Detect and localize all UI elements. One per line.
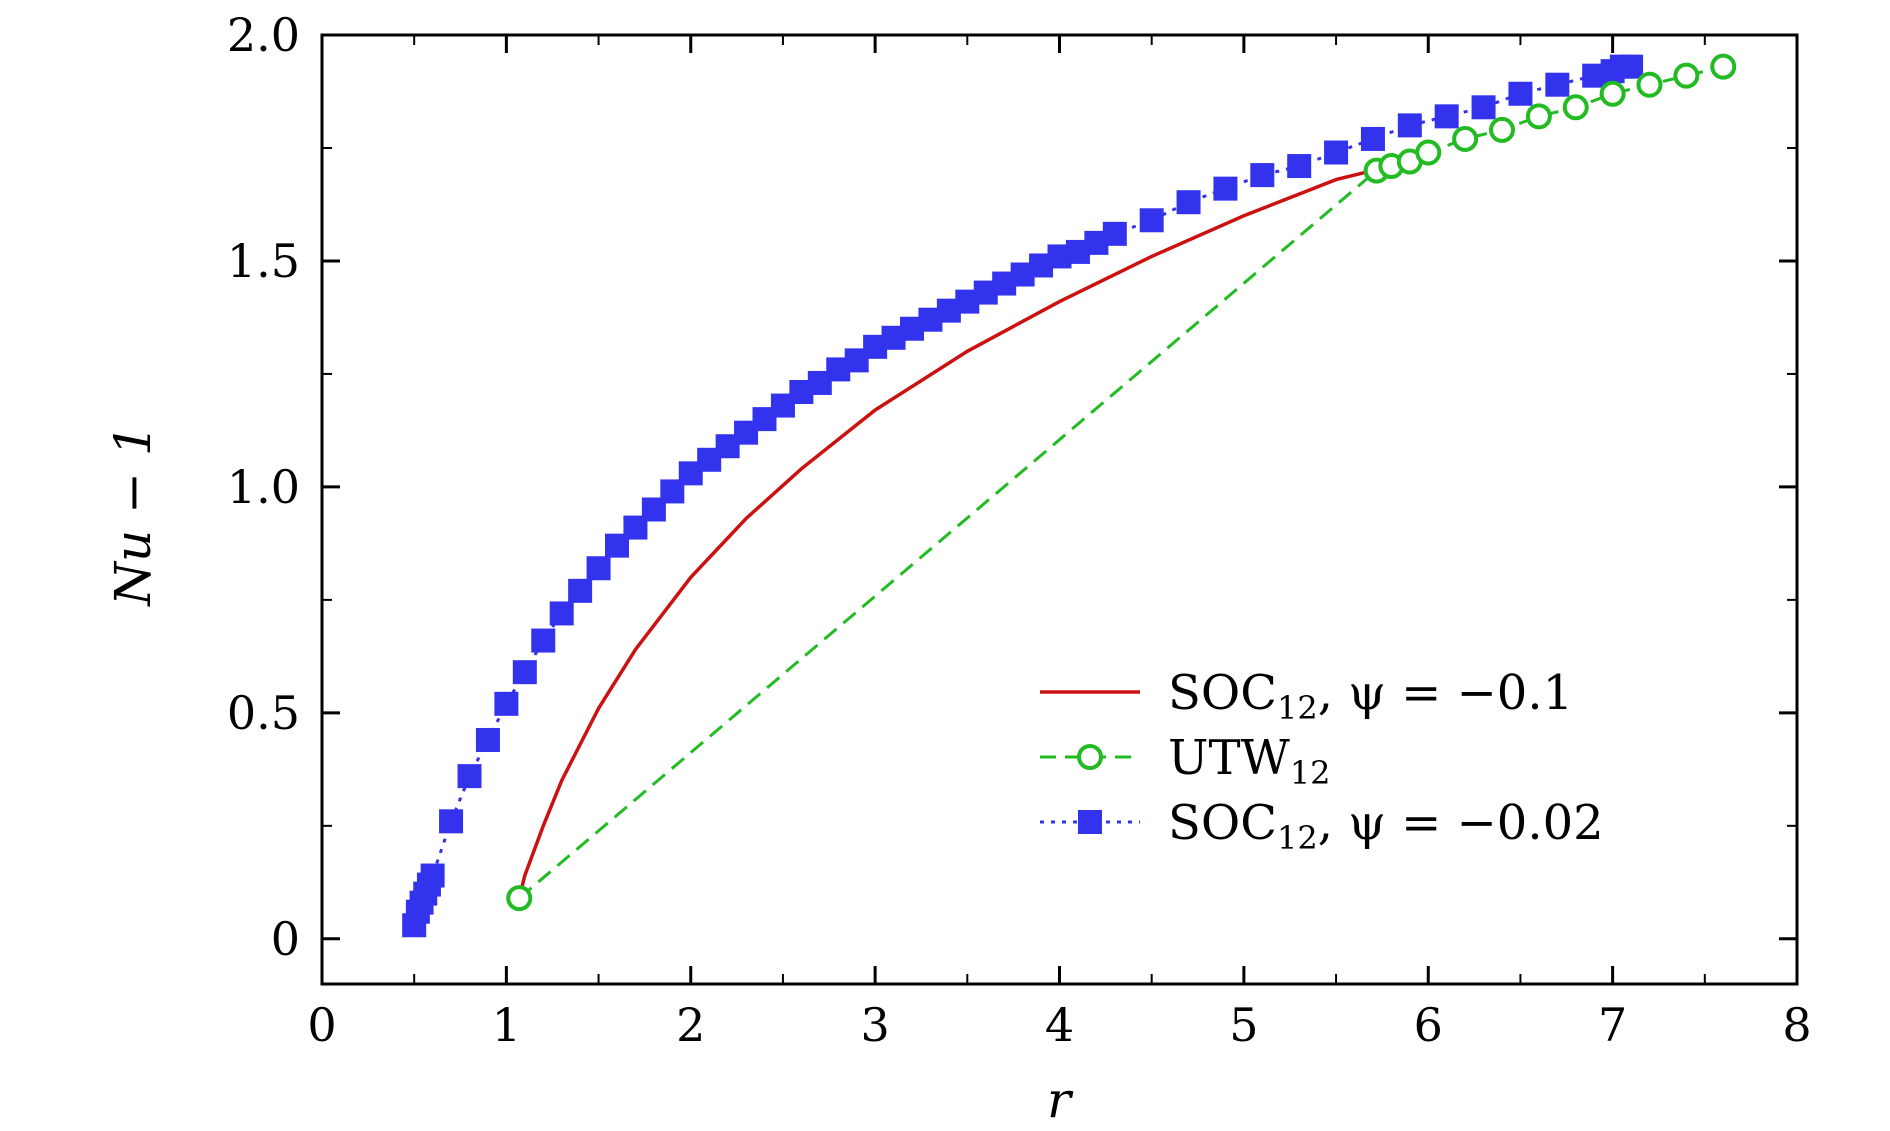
data-point <box>1562 94 1589 121</box>
x-tick-label: 3 <box>860 998 889 1052</box>
data-point <box>1324 140 1349 165</box>
series-2 <box>402 54 1644 938</box>
data-point <box>1434 104 1459 129</box>
legend-label: SOC12, ψ = −0.02 <box>1168 795 1604 857</box>
series-0 <box>517 168 1374 899</box>
series-1 <box>506 53 1737 912</box>
data-point <box>1545 72 1570 97</box>
series-line <box>517 168 1374 899</box>
y-tick-label: 0 <box>271 912 300 966</box>
data-point <box>1673 62 1700 89</box>
legend-item: SOC12, ψ = −0.02 <box>1040 795 1604 857</box>
data-point <box>549 601 574 626</box>
y-tick-label: 1.5 <box>227 234 300 288</box>
data-point <box>568 578 593 603</box>
data-point <box>512 660 537 685</box>
y-tick-label: 0.5 <box>227 686 300 740</box>
data-point <box>457 764 482 789</box>
data-point <box>1636 71 1663 98</box>
data-point <box>420 863 445 888</box>
data-point <box>1452 125 1479 152</box>
data-point <box>531 628 556 653</box>
data-point <box>506 885 533 912</box>
x-tick-label: 1 <box>492 998 521 1052</box>
series-layer <box>402 53 1737 938</box>
legend-item: UTW12 <box>1040 730 1331 792</box>
legend-marker <box>1077 744 1103 770</box>
x-tick-label: 4 <box>1045 998 1074 1052</box>
x-tick-label: 7 <box>1598 998 1627 1052</box>
x-tick-label: 8 <box>1782 998 1811 1052</box>
legend-item: SOC12, ψ = −0.1 <box>1040 665 1573 727</box>
ticks-layer: 0 1 2 3 4 5 6 7 8 0 0.5 1.0 1.5 2.0 <box>227 8 1812 1052</box>
data-point <box>1599 80 1626 107</box>
x-tick-label: 0 <box>307 998 336 1052</box>
data-point <box>1525 103 1552 130</box>
legend-marker <box>1078 810 1102 834</box>
data-point <box>1710 53 1737 80</box>
y-axis-label: Nu − 1 <box>104 424 162 606</box>
data-point <box>1287 154 1312 179</box>
data-point <box>494 691 519 716</box>
y-tick-label: 2.0 <box>227 8 300 62</box>
data-point <box>1397 113 1422 138</box>
data-point <box>1619 54 1644 79</box>
data-point <box>1360 126 1385 151</box>
legend-label: UTW12 <box>1168 730 1331 792</box>
y-tick-label: 1.0 <box>227 460 300 514</box>
data-point <box>1508 81 1533 106</box>
data-point <box>439 809 464 834</box>
data-point <box>1102 221 1127 246</box>
data-point <box>1415 139 1442 166</box>
data-point <box>1213 176 1238 201</box>
data-point <box>1139 208 1164 233</box>
data-point <box>1176 190 1201 215</box>
x-axis-label: r <box>1047 1071 1074 1129</box>
data-point <box>1489 116 1515 143</box>
x-tick-label: 6 <box>1414 998 1443 1052</box>
legend-label: SOC12, ψ = −0.1 <box>1168 665 1573 727</box>
data-point <box>475 727 500 752</box>
x-tick-label: 2 <box>676 998 705 1052</box>
data-point <box>586 556 611 581</box>
x-tick-label: 5 <box>1229 998 1258 1052</box>
data-point <box>1471 95 1496 120</box>
data-point <box>1250 163 1275 188</box>
